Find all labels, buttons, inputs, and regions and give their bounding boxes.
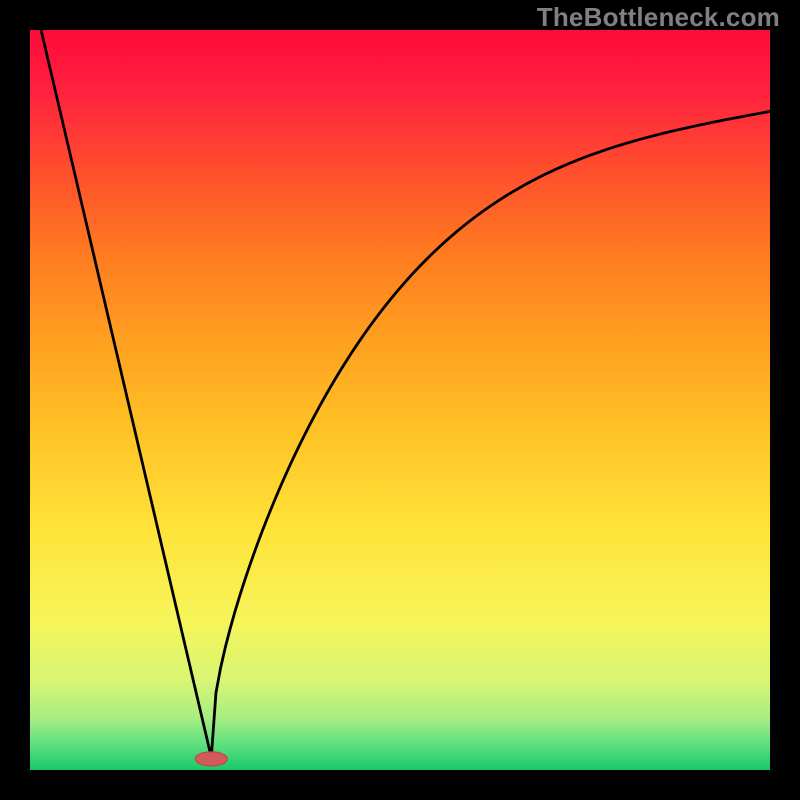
- border-bottom: [0, 770, 800, 800]
- border-right: [770, 0, 800, 800]
- chart-stage: TheBottleneck.com: [0, 0, 800, 800]
- gradient-plot-area: [30, 30, 770, 770]
- watermark-text: TheBottleneck.com: [537, 2, 780, 33]
- border-left: [0, 0, 30, 800]
